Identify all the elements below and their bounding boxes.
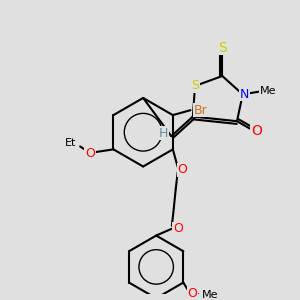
Text: O: O bbox=[173, 222, 183, 235]
Text: Me: Me bbox=[260, 86, 276, 96]
Text: O: O bbox=[187, 287, 197, 300]
Text: Et: Et bbox=[65, 139, 76, 148]
Text: Br: Br bbox=[194, 104, 207, 117]
Text: H: H bbox=[159, 127, 168, 140]
Text: O: O bbox=[85, 147, 95, 160]
Text: N: N bbox=[240, 88, 249, 101]
Text: O: O bbox=[251, 124, 262, 138]
Text: S: S bbox=[218, 40, 227, 55]
Text: S: S bbox=[191, 80, 199, 92]
Text: Me: Me bbox=[202, 290, 218, 300]
Text: O: O bbox=[178, 164, 188, 176]
